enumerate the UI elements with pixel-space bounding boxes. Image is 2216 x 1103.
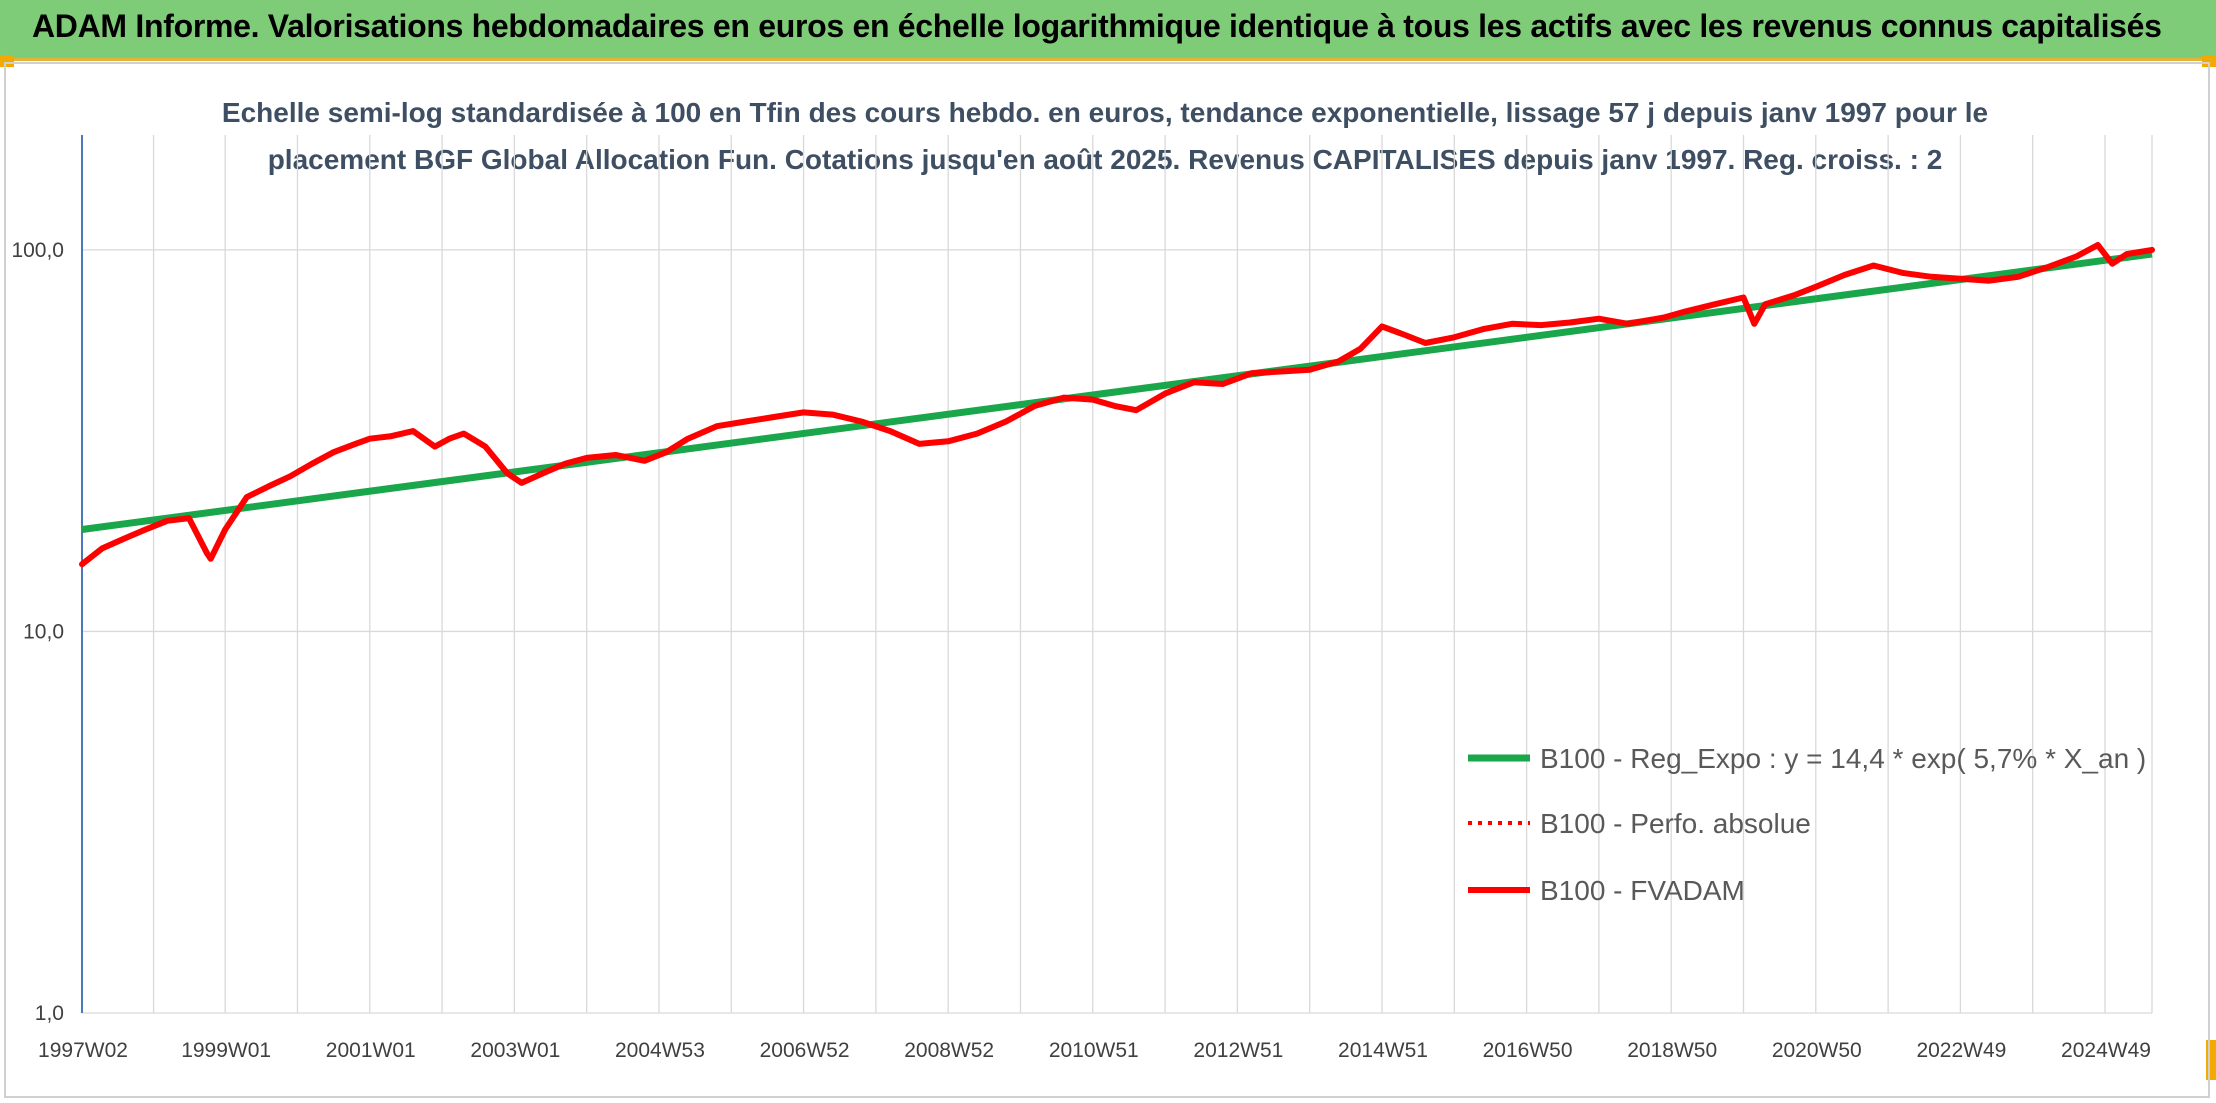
x-tick-label: 2016W50: [1483, 1039, 1573, 1062]
x-tick-label: 1997W02: [38, 1039, 128, 1062]
trend-line-reg-expo: [81, 250, 2153, 533]
x-tick-label: 2020W50: [1772, 1039, 1862, 1062]
chart-title-line-1: Echelle semi-log standardisée à 100 en T…: [222, 97, 1988, 128]
y-tick-label: 10,0: [23, 620, 64, 643]
legend-label: B100 - Reg_Expo : y = 14,4 * exp( 5,7% *…: [1540, 743, 2146, 774]
x-tick-label: 2001W01: [326, 1039, 416, 1062]
y-tick-label: 1,0: [35, 1002, 64, 1025]
axes: 1,0 10,0 100,0 1997W02 1999W01 2001W01 2003W01…: [11, 135, 2151, 1062]
x-tick-label: 2008W52: [904, 1039, 994, 1062]
x-tick-label: 2004W53: [615, 1039, 705, 1062]
x-tick-label: 2022W49: [1916, 1039, 2006, 1062]
corner-marker: [2206, 1040, 2216, 1080]
grid: [82, 135, 2153, 1014]
x-tick-label: 2024W49: [2061, 1039, 2151, 1062]
series-line-fvadam: [79, 242, 2155, 568]
corner-marker: [0, 55, 14, 67]
report-title: ADAM Informe. Valorisations hebdomadaire…: [32, 8, 2162, 44]
chart-title-line-2: placement BGF Global Allocation Fun. Cot…: [268, 144, 1943, 175]
y-tick-label: 100,0: [11, 239, 64, 262]
x-tick-label: 2006W52: [760, 1039, 850, 1062]
legend-label: B100 - FVADAM: [1540, 875, 1745, 906]
x-tick-label: 2010W51: [1049, 1039, 1139, 1062]
x-tick-label: 2014W51: [1338, 1039, 1428, 1062]
x-tick-label: 2003W01: [470, 1039, 560, 1062]
x-tick-label: 2018W50: [1627, 1039, 1717, 1062]
legend-label: B100 - Perfo. absolue: [1540, 808, 1811, 839]
report-banner: ADAM Informe. Valorisations hebdomadaire…: [0, 0, 2216, 61]
x-tick-label: 1999W01: [181, 1039, 271, 1062]
corner-marker: [2202, 55, 2216, 67]
chart-frame: [4, 62, 2210, 1098]
x-tick-label: 2012W51: [1193, 1039, 1283, 1062]
legend: B100 - Reg_Expo : y = 14,4 * exp( 5,7% *…: [1468, 743, 2146, 906]
series: [79, 242, 2155, 568]
